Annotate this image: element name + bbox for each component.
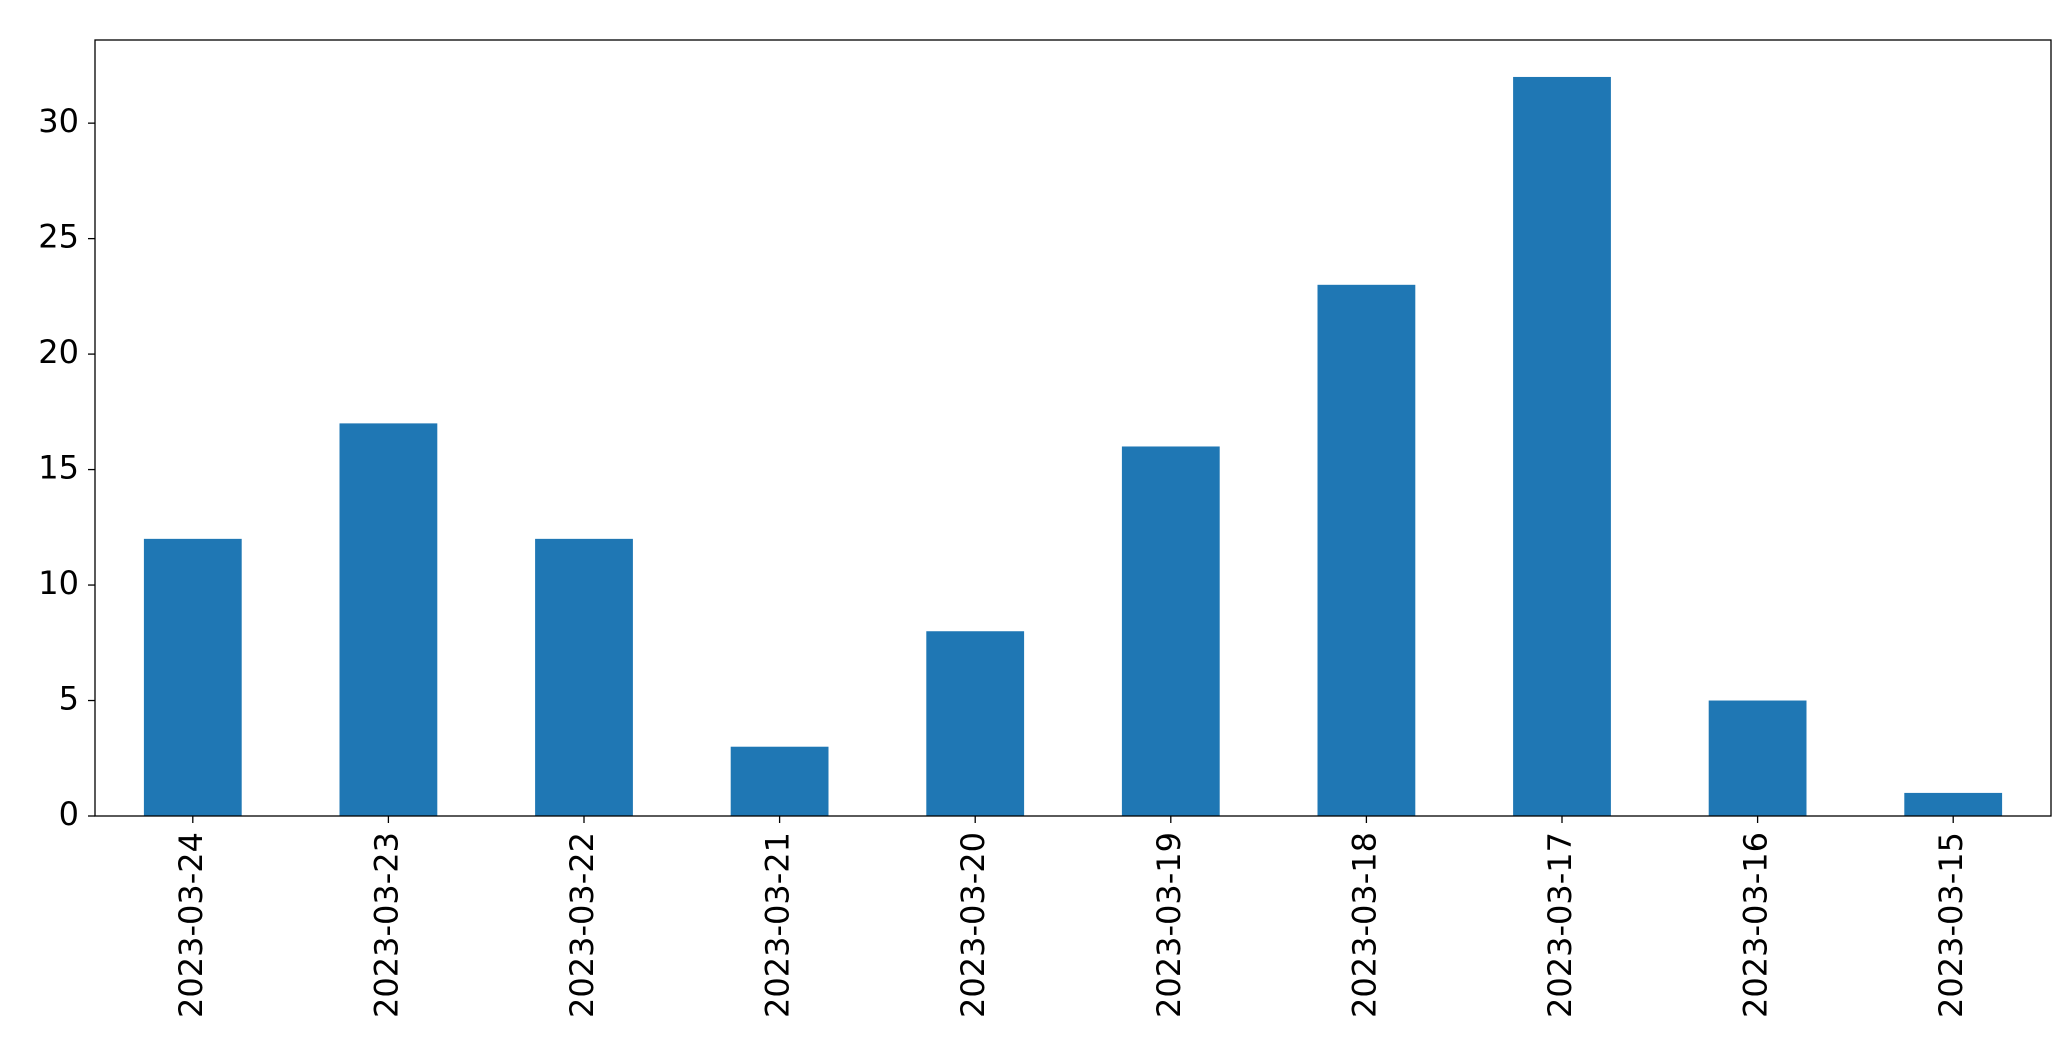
x-tick-label: 2023-03-21 <box>759 832 797 1018</box>
bar <box>1121 446 1220 816</box>
bar <box>730 746 829 816</box>
bar <box>1904 792 2003 816</box>
y-tick-label: 15 <box>38 449 79 487</box>
x-tick-label: 2023-03-23 <box>367 832 405 1018</box>
x-tick-label: 2023-03-20 <box>954 832 992 1018</box>
y-tick-label: 20 <box>38 333 79 371</box>
bar <box>926 631 1025 816</box>
x-tick-label: 2023-03-18 <box>1345 832 1383 1018</box>
bar <box>535 538 633 816</box>
y-tick-label: 30 <box>38 102 79 140</box>
x-tick-label: 2023-03-19 <box>1150 832 1188 1018</box>
bar <box>143 538 242 816</box>
bar <box>1513 76 1611 816</box>
y-tick-label: 5 <box>59 680 79 718</box>
y-tick-label: 10 <box>38 564 79 602</box>
y-tick-label: 0 <box>59 795 79 833</box>
x-tick-label: 2023-03-15 <box>1932 832 1970 1018</box>
x-tick-label: 2023-03-17 <box>1541 832 1579 1018</box>
bar <box>339 423 438 816</box>
x-tick-label: 2023-03-22 <box>563 832 601 1018</box>
bar <box>1317 284 1416 816</box>
x-tick-label: 2023-03-16 <box>1737 832 1775 1018</box>
bar <box>1708 700 1807 816</box>
x-tick-label: 2023-03-24 <box>172 832 210 1018</box>
plot-frame <box>94 39 2052 817</box>
y-tick-label: 25 <box>38 218 79 256</box>
